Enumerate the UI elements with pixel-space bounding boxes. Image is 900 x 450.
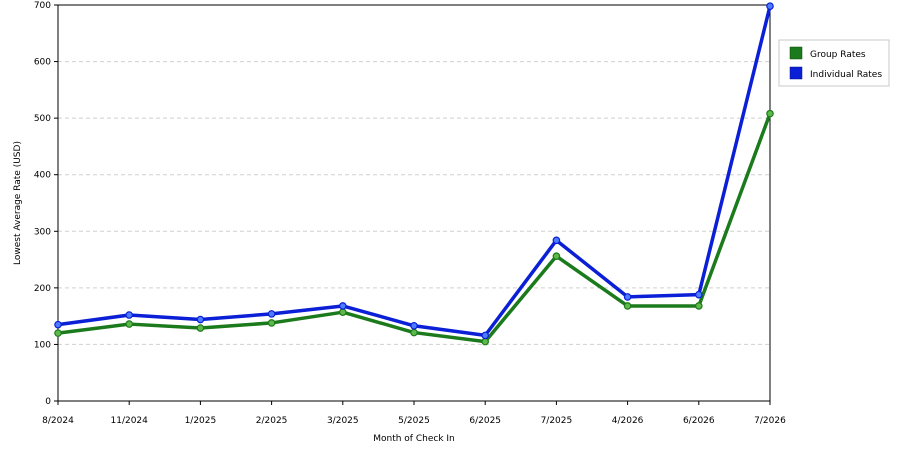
x-tick-label: 5/2025 [398,416,430,426]
legend-label-individual-rates: Individual Rates [810,70,882,80]
data-point-individual-rates [338,302,347,310]
data-point-individual-rates [623,293,632,301]
legend: Group Rates Individual Rates [778,39,890,87]
data-point-group-rates [338,308,347,316]
gridlines [58,4,770,345]
x-tick-label: 2/2025 [256,416,288,426]
data-point-individual-rates [694,290,703,299]
data-point-group-rates [196,324,205,332]
data-point-individual-rates [552,236,561,245]
x-tick-label: 1/2025 [185,416,217,426]
y-tick-label: 400 [34,171,51,181]
data-point-group-rates [552,252,561,260]
data-point-group-rates [623,302,632,310]
x-tick-label: 8/2024 [42,416,74,426]
x-tick-label: 4/2026 [612,416,644,426]
data-point-group-rates [766,109,774,118]
x-tick-label: 6/2026 [683,416,715,426]
legend-swatch-individual-rates [789,66,803,80]
series-line-group-rates [56,111,772,344]
series-line-individual-rates [56,4,772,338]
x-tick-label: 3/2025 [327,416,359,426]
data-point-individual-rates [125,311,134,319]
y-tick-label: 100 [34,340,51,350]
x-axis-title: Month of Check In [373,434,455,444]
data-point-individual-rates [410,321,418,330]
y-axis-title: Lowest Average Rate (USD) [13,141,23,265]
legend-label-group-rates: Group Rates [810,50,866,60]
data-point-group-rates [125,320,134,328]
data-point-individual-rates [196,315,205,324]
y-tick-label: 300 [34,227,51,237]
axes: 0 100 200 300 400 500 600 700 8/2024 11/2024 1/202… [34,1,786,426]
x-tick-label: 11/2024 [111,416,149,426]
data-point-individual-rates [766,2,774,10]
series-lines [54,2,774,346]
x-tick-label: 7/2026 [754,416,786,426]
data-point-individual-rates [481,331,490,340]
x-tick-label: 6/2025 [469,416,501,426]
data-point-group-rates [54,329,62,337]
data-point-individual-rates [54,320,62,329]
y-tick-label: 500 [34,114,51,124]
data-point-group-rates [694,302,703,310]
y-tick-label: 0 [45,397,51,407]
y-tick-label: 600 [34,58,51,68]
y-tick-label: 200 [34,284,51,294]
data-point-group-rates [481,337,490,346]
data-point-group-rates [267,319,276,327]
y-tick-label: 700 [34,1,51,11]
legend-swatch-group-rates [789,46,803,60]
x-tick-label: 7/2025 [541,416,573,426]
data-point-group-rates [410,328,418,337]
data-point-individual-rates [267,310,276,318]
